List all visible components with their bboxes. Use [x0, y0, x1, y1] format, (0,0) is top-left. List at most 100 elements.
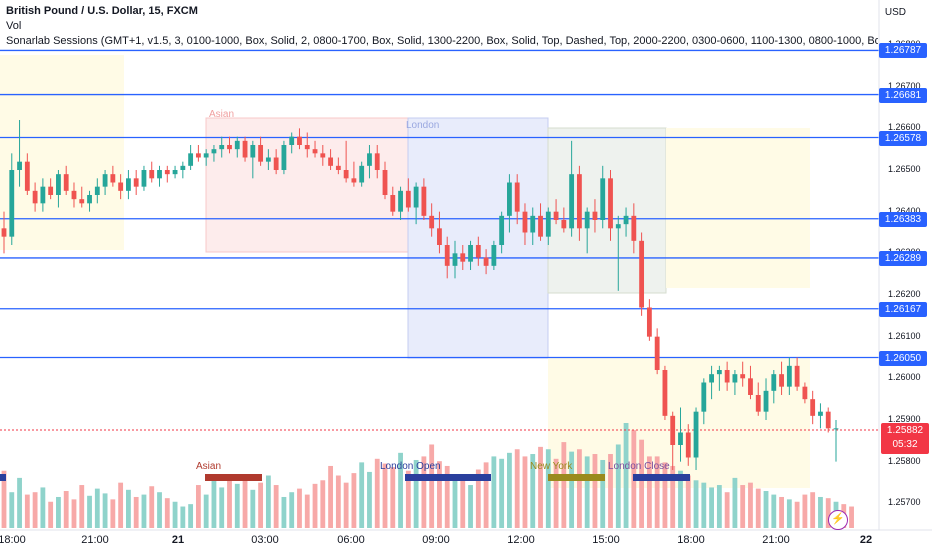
volume-bar — [273, 485, 279, 528]
candle-body — [149, 170, 155, 179]
volume-bar — [374, 458, 380, 528]
price-axis-label: 1.25800 — [888, 455, 921, 466]
volume-bar — [670, 465, 676, 528]
volume-bar — [608, 454, 613, 528]
volume-bar — [250, 489, 256, 528]
candle-body — [374, 153, 380, 170]
volume-bar — [507, 452, 512, 528]
volume-bar — [786, 499, 792, 528]
candle-body — [507, 182, 512, 216]
volume-bar — [203, 494, 209, 528]
volume-bar — [94, 488, 100, 528]
volume-bar — [615, 444, 621, 528]
volume-bar — [1, 470, 7, 528]
candle-body — [87, 195, 92, 204]
sessions-indicator-label[interactable]: Sonarlab Sessions (GMT+1, v1.5, 3, 0100-… — [6, 35, 878, 47]
candle-body — [833, 428, 839, 430]
candle-body — [250, 145, 256, 158]
volume-bar — [281, 496, 287, 528]
volume-bar — [79, 485, 85, 528]
candle-body — [709, 374, 714, 383]
candle-body — [141, 170, 147, 187]
candle-body — [631, 215, 637, 241]
volume-bar — [398, 452, 403, 528]
volume-bar — [157, 492, 162, 528]
candle-body — [79, 199, 85, 204]
price-axis-label: 1.26000 — [888, 372, 921, 383]
level-price-tag: 1.26787 — [879, 43, 927, 59]
candle-body — [351, 178, 357, 183]
volume-bar — [265, 475, 271, 528]
candle-body — [203, 153, 209, 158]
price-axis-label: 1.26400 — [888, 205, 921, 216]
volume-bar — [514, 449, 520, 528]
candle-body — [639, 240, 645, 308]
volume-bar — [623, 423, 629, 528]
volume-bar — [164, 498, 170, 528]
candle-body — [195, 153, 201, 158]
volume-bar — [538, 446, 543, 528]
volume-indicator-label[interactable]: Vol — [6, 20, 22, 32]
candle-body — [133, 178, 139, 187]
volume-bar — [304, 494, 310, 528]
volume-bar — [71, 499, 77, 528]
candle-body — [1, 228, 7, 237]
volume-bar — [569, 451, 575, 528]
candle-body — [126, 178, 131, 191]
volume-bar — [413, 459, 419, 528]
candle-body — [779, 374, 784, 387]
volume-bar — [654, 456, 660, 528]
symbol-title[interactable]: British Pound / U.S. Dollar, 15, FXCM — [6, 5, 198, 17]
volume-bar — [810, 492, 816, 528]
candle-body — [460, 253, 466, 262]
volume-bar — [763, 491, 769, 528]
chart-legend: British Pound / U.S. Dollar, 15, FXCM Vo… — [6, 4, 878, 49]
candle-body — [429, 215, 435, 229]
left-session-bar — [0, 474, 6, 481]
candle-body — [94, 186, 100, 195]
newyork-session-box — [666, 128, 810, 288]
currency-label[interactable]: USD — [884, 7, 906, 18]
prev-session-box — [0, 55, 124, 250]
candle-body — [685, 432, 691, 458]
london-close-label: London Close — [608, 461, 670, 472]
volume-bar — [219, 487, 225, 528]
volume-bar — [468, 485, 473, 528]
candle-body — [24, 161, 30, 191]
level-price-tag: 1.26681 — [879, 87, 927, 103]
newyork-label: New York — [530, 461, 573, 472]
volume-bar — [678, 470, 683, 528]
candle-body — [561, 220, 567, 229]
volume-bar — [592, 454, 598, 528]
candle-body — [678, 432, 683, 445]
candle-body — [405, 190, 411, 208]
volume-bar — [771, 494, 777, 528]
candle-body — [328, 157, 333, 166]
volume-bar — [553, 458, 559, 528]
volume-bar — [110, 499, 116, 528]
volume-bar — [755, 488, 761, 528]
volume-bar — [499, 458, 505, 528]
lightning-icon[interactable]: ⚡ — [828, 510, 848, 530]
candle-body — [359, 165, 365, 183]
volume-bar — [102, 493, 108, 528]
london-open-label: London Open — [380, 461, 441, 472]
volume-bar — [405, 470, 411, 528]
volume-bar — [522, 456, 528, 528]
candle-body — [468, 245, 473, 262]
volume-bar — [335, 475, 341, 528]
candle-body — [71, 190, 77, 200]
time-axis-label: 21 — [171, 534, 185, 546]
price-axis-label: 1.25900 — [888, 414, 921, 424]
level-price-tag: 1.26578 — [879, 130, 927, 146]
london-box-label: London — [406, 120, 439, 131]
price-axis-label: 1.26700 — [888, 80, 921, 91]
candle-body — [63, 174, 69, 191]
volume-bar — [289, 492, 295, 528]
candle-body — [763, 390, 769, 412]
volume-bar — [17, 477, 22, 528]
candle-body — [382, 170, 388, 195]
candle-body — [110, 174, 116, 183]
candle-body — [219, 145, 225, 150]
